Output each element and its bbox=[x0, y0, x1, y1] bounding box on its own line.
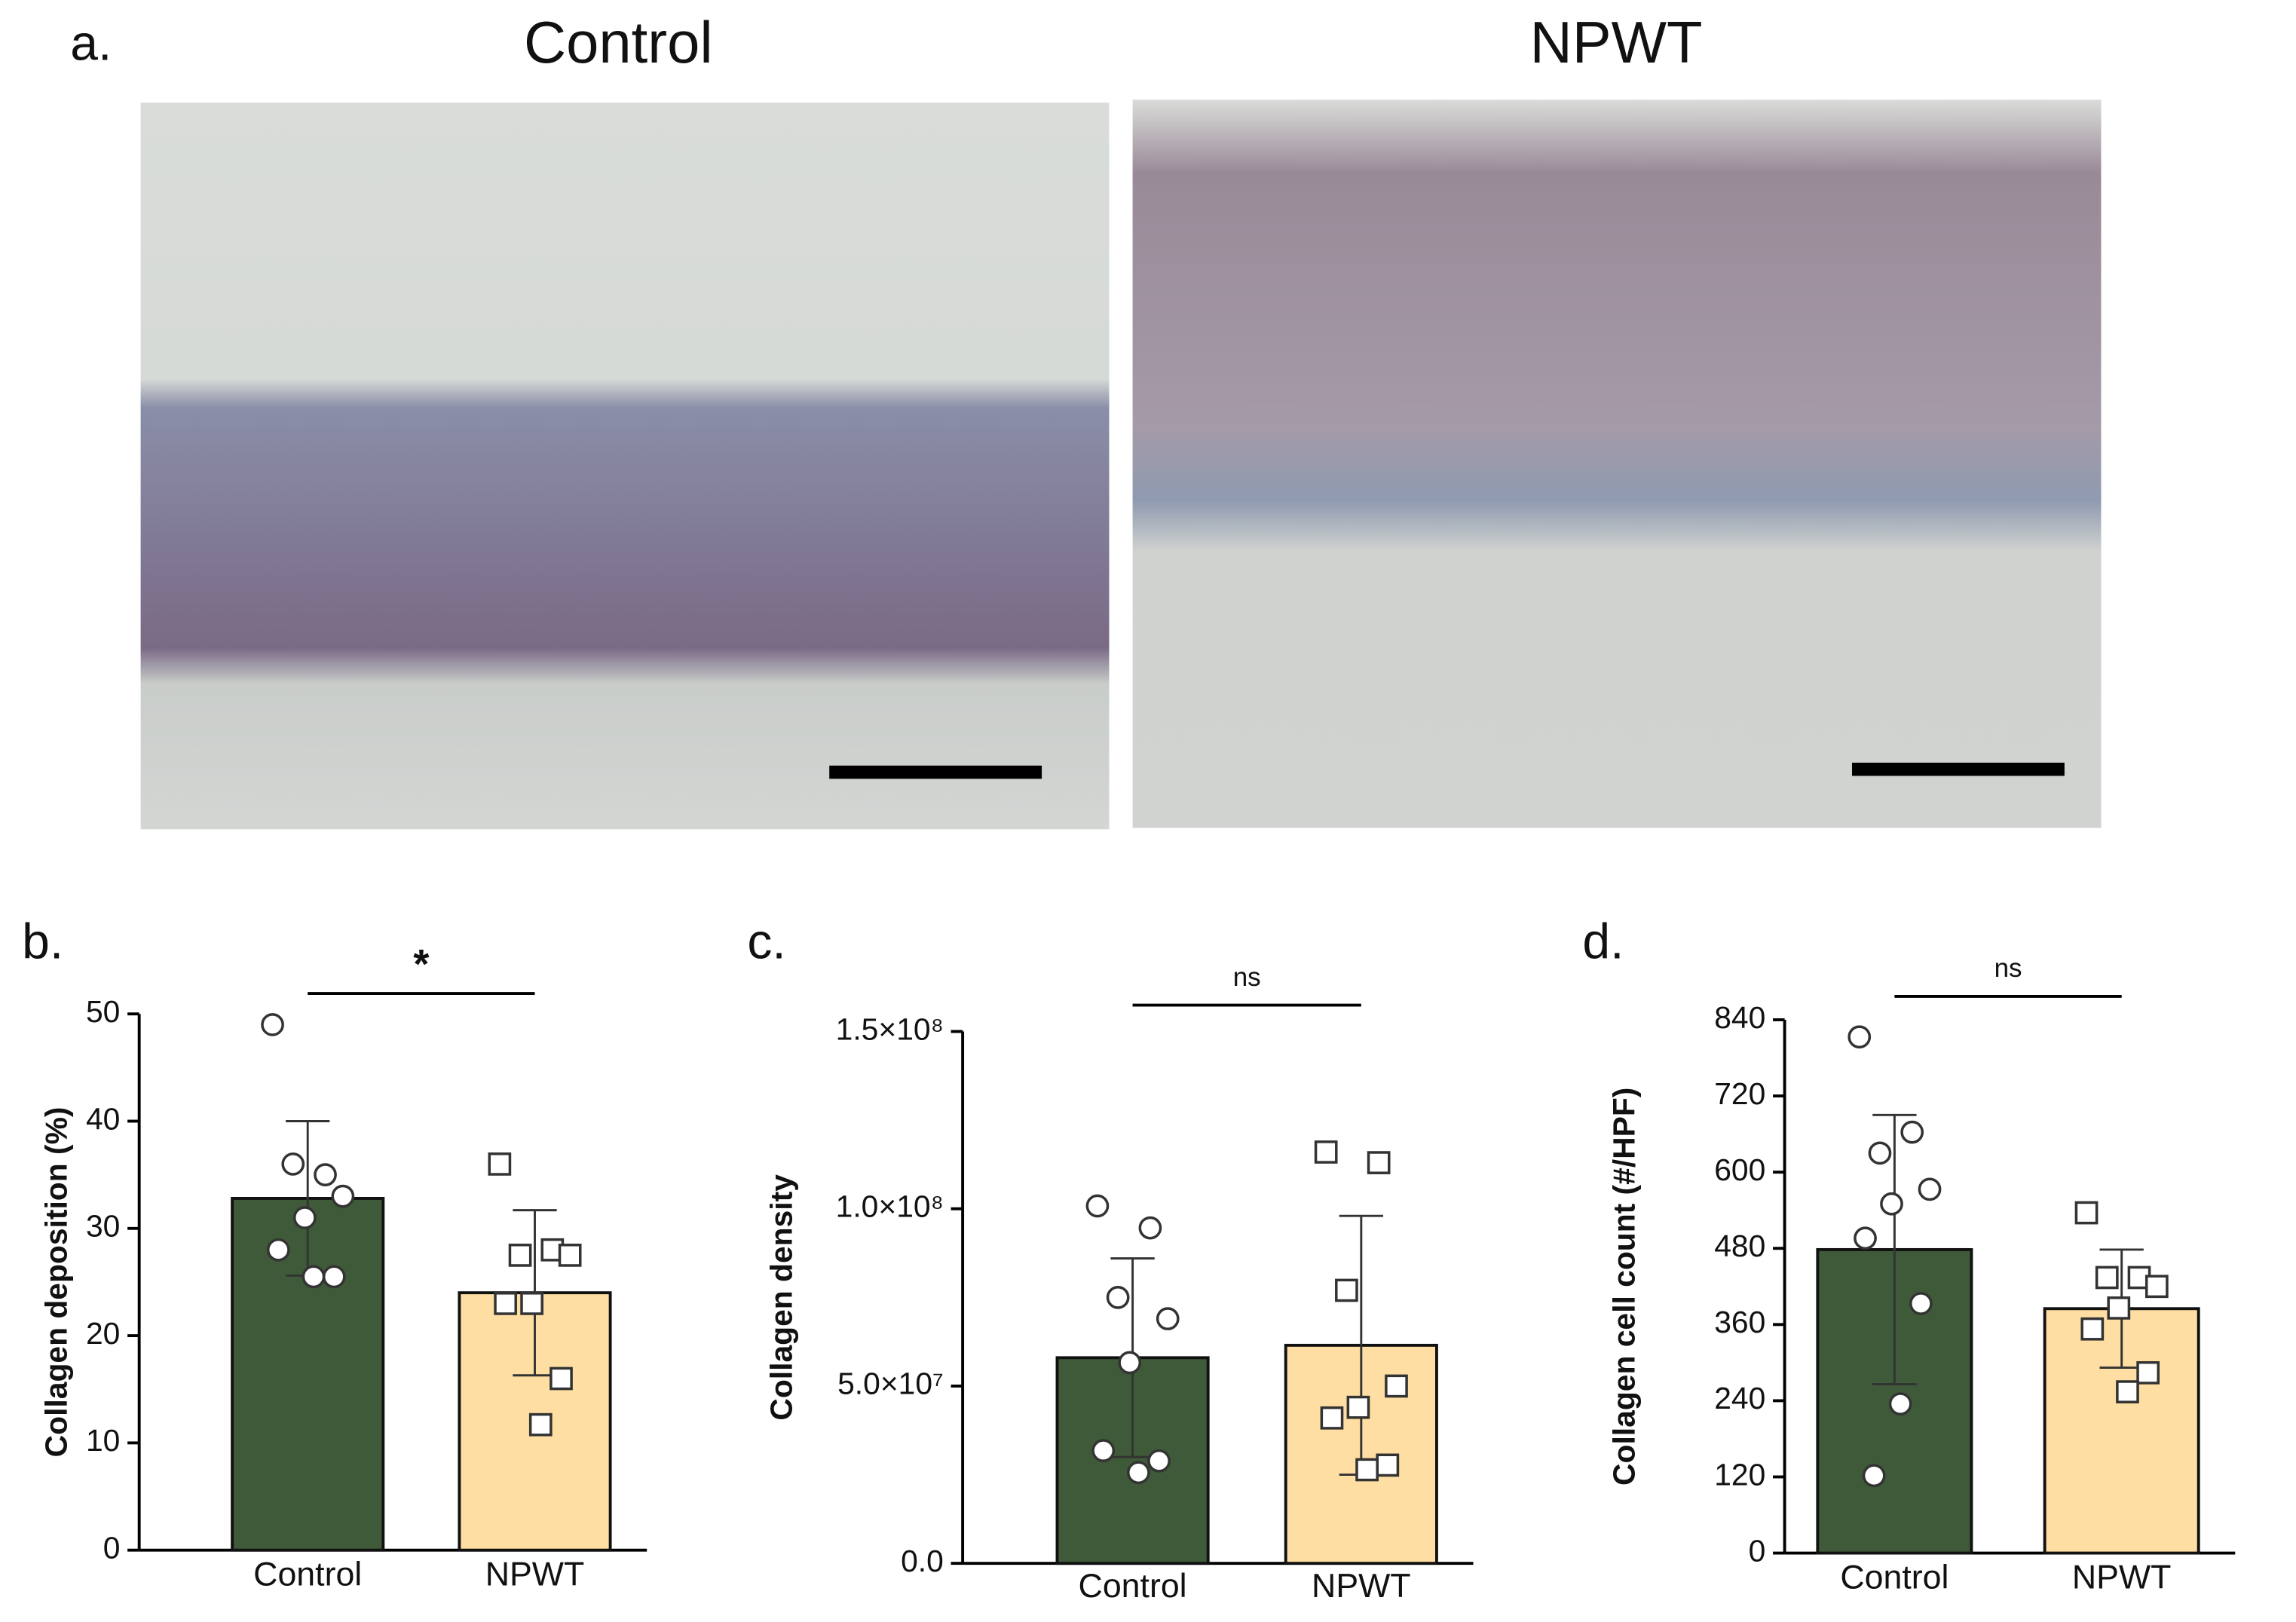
data-point bbox=[550, 1366, 573, 1391]
data-point bbox=[1127, 1461, 1150, 1485]
data-point bbox=[322, 1265, 346, 1289]
data-point bbox=[1147, 1449, 1171, 1473]
data-point bbox=[1385, 1374, 1408, 1398]
significance-label: * bbox=[413, 941, 430, 987]
data-point bbox=[281, 1152, 305, 1176]
y-axis-title: Collagen density bbox=[764, 1174, 799, 1421]
data-point bbox=[1106, 1285, 1130, 1309]
data-point bbox=[520, 1292, 543, 1315]
y-axis-title: Collagen cell count (#/HPF) bbox=[1606, 1088, 1641, 1486]
data-point bbox=[1156, 1307, 1180, 1330]
data-point bbox=[1868, 1141, 1892, 1165]
data-point bbox=[1918, 1177, 1942, 1201]
data-point bbox=[1900, 1120, 1924, 1144]
panel-label: d. bbox=[1582, 914, 1624, 969]
x-tick-label: Control bbox=[1079, 1568, 1187, 1605]
data-point bbox=[2116, 1380, 2139, 1403]
micrograph bbox=[1132, 99, 2102, 828]
y-tick-label: 1.5×10⁸ bbox=[836, 1011, 944, 1046]
y-tick-label: 0 bbox=[103, 1530, 121, 1565]
data-point bbox=[1091, 1439, 1116, 1462]
y-tick-label: 0 bbox=[1749, 1533, 1766, 1568]
data-point bbox=[1848, 1025, 1872, 1049]
data-point bbox=[331, 1184, 355, 1208]
data-point bbox=[2074, 1201, 2099, 1225]
data-point bbox=[2080, 1317, 2105, 1341]
y-tick-label: 50 bbox=[86, 994, 120, 1029]
x-tick-label: NPWT bbox=[485, 1556, 585, 1593]
data-point bbox=[1138, 1216, 1162, 1240]
y-tick-label: 5.0×10⁷ bbox=[837, 1366, 944, 1401]
data-point bbox=[2136, 1360, 2160, 1385]
y-axis-title: Collagen deposition (%) bbox=[39, 1107, 74, 1458]
y-tick-label: 20 bbox=[86, 1316, 120, 1351]
data-point bbox=[558, 1244, 582, 1267]
data-point bbox=[1320, 1406, 1344, 1430]
x-tick-label: Control bbox=[1840, 1559, 1949, 1596]
y-tick-label: 840 bbox=[1714, 1000, 1765, 1035]
data-point bbox=[1376, 1453, 1400, 1477]
data-point bbox=[488, 1152, 512, 1176]
y-tick-label: 720 bbox=[1714, 1076, 1765, 1111]
y-tick-label: 600 bbox=[1714, 1152, 1765, 1187]
x-tick-label: NPWT bbox=[2072, 1559, 2172, 1596]
data-point bbox=[1862, 1464, 1886, 1488]
y-tick-label: 10 bbox=[86, 1423, 120, 1458]
y-tick-label: 0.0 bbox=[901, 1544, 944, 1578]
data-point bbox=[528, 1412, 553, 1437]
data-point bbox=[2107, 1296, 2131, 1320]
x-tick-label: Control bbox=[253, 1556, 362, 1593]
data-point bbox=[302, 1265, 326, 1289]
y-tick-label: 240 bbox=[1714, 1381, 1765, 1415]
data-point bbox=[1854, 1226, 1877, 1250]
image-title: Control bbox=[524, 11, 713, 75]
panel-label: a. bbox=[70, 16, 112, 72]
image-title: NPWT bbox=[1530, 11, 1703, 75]
micrograph bbox=[140, 103, 1110, 830]
significance-label: ns bbox=[1994, 953, 2022, 983]
data-point bbox=[1880, 1192, 1903, 1216]
x-tick-label: NPWT bbox=[1312, 1568, 1411, 1605]
y-tick-label: 1.0×10⁸ bbox=[836, 1189, 944, 1224]
y-tick-label: 40 bbox=[86, 1101, 120, 1136]
data-point bbox=[2144, 1275, 2169, 1299]
data-point bbox=[1118, 1351, 1142, 1375]
data-point bbox=[1314, 1140, 1338, 1164]
data-point bbox=[508, 1244, 532, 1267]
data-point bbox=[2095, 1265, 2119, 1290]
data-point bbox=[261, 1013, 284, 1036]
data-point bbox=[292, 1206, 317, 1229]
data-point bbox=[1909, 1292, 1933, 1315]
data-point bbox=[1335, 1278, 1358, 1302]
data-point bbox=[1085, 1194, 1110, 1218]
data-point bbox=[266, 1238, 290, 1262]
y-tick-label: 120 bbox=[1714, 1457, 1765, 1492]
y-tick-label: 30 bbox=[86, 1209, 120, 1244]
data-point bbox=[1888, 1392, 1912, 1415]
significance-label: ns bbox=[1233, 962, 1261, 992]
data-point bbox=[1367, 1151, 1391, 1174]
data-point bbox=[314, 1163, 337, 1187]
panel-label: b. bbox=[22, 914, 63, 969]
data-point bbox=[1346, 1395, 1370, 1419]
y-tick-label: 480 bbox=[1714, 1229, 1765, 1263]
panel-label: c. bbox=[747, 914, 785, 969]
data-point bbox=[1355, 1458, 1379, 1482]
y-tick-label: 360 bbox=[1714, 1305, 1765, 1339]
data-point bbox=[494, 1292, 517, 1315]
